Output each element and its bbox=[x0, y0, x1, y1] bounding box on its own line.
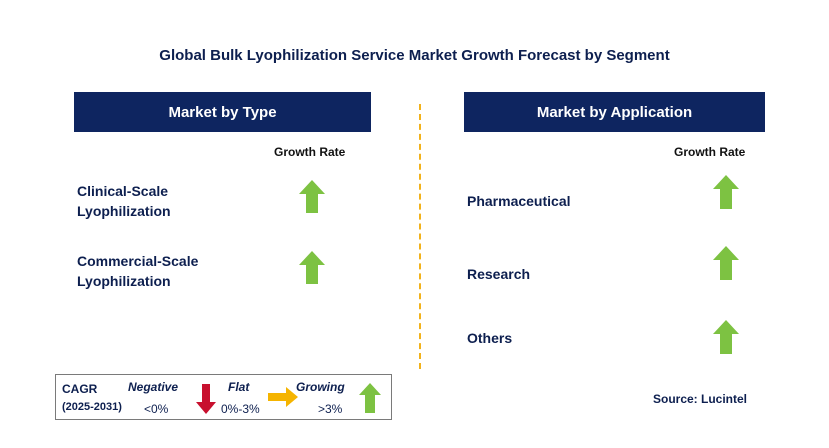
source-note: Source: Lucintel bbox=[653, 392, 748, 406]
legend-flat-label: Flat bbox=[228, 380, 250, 394]
green-up-arrow-icon bbox=[359, 383, 381, 413]
segment-line: Clinical-Scale bbox=[77, 183, 169, 199]
legend-negative-label: Negative bbox=[128, 380, 179, 394]
right-growth-rate-header: Growth Rate bbox=[674, 145, 746, 159]
legend-cagr-label: CAGR bbox=[62, 382, 98, 396]
segment-commercial-scale: Commercial-Scale Lyophilization bbox=[77, 251, 198, 291]
segment-others: Others bbox=[467, 330, 513, 346]
legend-flat-range: 0%-3% bbox=[221, 402, 260, 416]
market-by-type-header: Market by Type bbox=[74, 92, 371, 132]
cagr-legend: CAGR (2025-2031) Negative <0% Flat 0%-3%… bbox=[55, 374, 392, 420]
segment-pharmaceutical: Pharmaceutical bbox=[467, 193, 571, 209]
growing-arrow-icon bbox=[299, 180, 325, 213]
segment-line: Commercial-Scale bbox=[77, 253, 199, 269]
growing-arrow-icon bbox=[713, 320, 739, 354]
page-title: Global Bulk Lyophilization Service Marke… bbox=[159, 47, 670, 64]
legend-period: (2025-2031) bbox=[62, 401, 122, 413]
legend-growing-label: Growing bbox=[296, 380, 345, 394]
growing-arrow-icon bbox=[299, 251, 325, 284]
orange-right-arrow-icon bbox=[268, 387, 298, 407]
red-down-arrow-icon bbox=[196, 384, 216, 414]
segment-line: Lyophilization bbox=[77, 273, 171, 289]
segment-research: Research bbox=[467, 266, 531, 282]
segment-line: Lyophilization bbox=[77, 203, 171, 219]
market-by-application-header: Market by Application bbox=[464, 92, 765, 132]
segment-clinical-scale: Clinical-Scale Lyophilization bbox=[77, 181, 171, 221]
legend-growing-range: >3% bbox=[318, 402, 343, 416]
legend-negative-range: <0% bbox=[144, 402, 169, 416]
growing-arrow-icon bbox=[713, 175, 739, 209]
panel-divider bbox=[419, 104, 421, 369]
growing-arrow-icon bbox=[713, 246, 739, 280]
left-growth-rate-header: Growth Rate bbox=[274, 145, 346, 159]
